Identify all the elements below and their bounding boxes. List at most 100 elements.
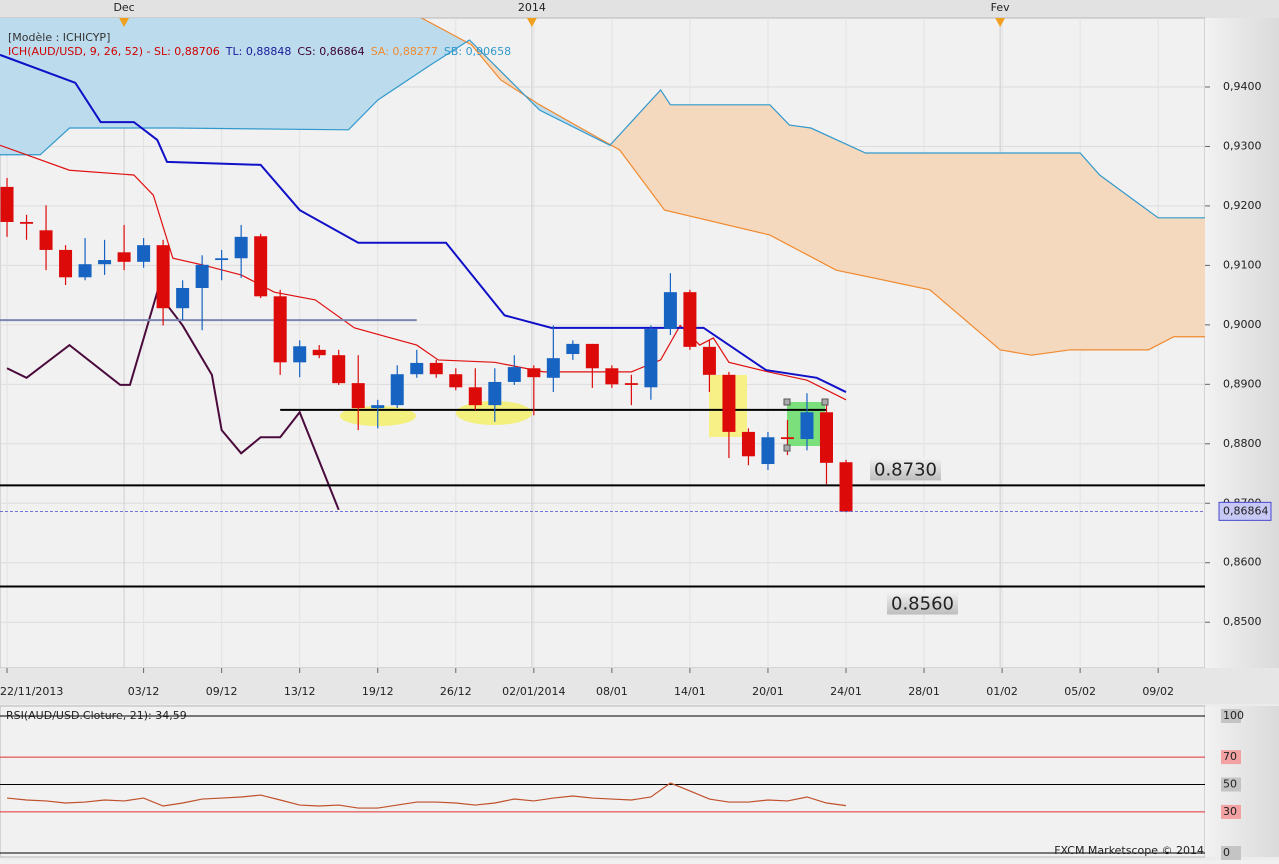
level-label: 0.8730: [874, 459, 937, 480]
top-date-label: 2014: [518, 1, 546, 14]
candle-body: [254, 236, 268, 297]
top-date-label: Dec: [113, 1, 134, 14]
candle-body: [390, 374, 404, 406]
x-tick-label: 09/02: [1142, 685, 1174, 698]
candle-body: [234, 236, 248, 259]
legend-text: [Modèle : ICHICYP]: [8, 31, 110, 44]
candle-body: [702, 346, 716, 375]
footer: FXCM Marketscope © 2014: [1054, 844, 1204, 857]
candle-body: [663, 292, 677, 330]
main-back: [0, 18, 1205, 668]
price-label: 0,86864: [1223, 504, 1269, 517]
y-tick-label: 0,9100: [1223, 258, 1262, 271]
candle-body: [137, 245, 151, 262]
handle: [783, 444, 791, 452]
rsi-tick-box: [1221, 777, 1241, 792]
candle-body: [741, 431, 755, 457]
rsi-tick-label: 30: [1223, 805, 1237, 818]
candle-body: [312, 349, 326, 356]
rsi-tick-box: [1221, 846, 1241, 861]
x-tick-label: 05/02: [1064, 685, 1096, 698]
candle-body: [117, 252, 131, 262]
rsi-axis: [1205, 706, 1279, 857]
candle-body: [215, 258, 229, 261]
x-tick-label: 22/11/2013: [0, 685, 63, 698]
x-tick-label: 28/01: [908, 685, 940, 698]
candle-body: [683, 292, 697, 347]
candle-body: [780, 437, 794, 440]
y-tick-label: 0,8600: [1223, 556, 1262, 569]
price-axis: [1205, 18, 1279, 668]
legend-text: SA: 0,88277: [371, 45, 438, 58]
handle: [821, 398, 829, 406]
candle-body: [546, 358, 560, 378]
level-label: 0.8560: [891, 594, 954, 615]
candle-body: [839, 462, 853, 512]
y-tick-label: 0,9400: [1223, 80, 1262, 93]
x-tick-label: 13/12: [284, 685, 316, 698]
candle-body: [195, 264, 209, 288]
legend-text: CS: 0,86864: [297, 45, 364, 58]
y-tick-label: 0,8900: [1223, 377, 1262, 390]
legend-line: [Modèle : ICHICYP]: [8, 31, 110, 44]
x-tick-label: 20/01: [752, 685, 784, 698]
legend-text: TL: 0,88848: [225, 45, 292, 58]
candle-body: [449, 374, 463, 388]
top-date-label: Fev: [991, 1, 1010, 14]
candle-body: [59, 249, 73, 278]
candle-body: [273, 296, 287, 363]
rsi-tick-label: 100: [1223, 709, 1244, 722]
top-date-bar: [0, 0, 1279, 18]
candle-body: [332, 355, 346, 384]
indicator-line: [0, 144, 847, 401]
legend-text: SB: 0,90658: [444, 45, 511, 58]
x-tick-label: 03/12: [128, 685, 160, 698]
rsi-line: [6, 782, 847, 809]
candle-body: [293, 346, 307, 363]
candle-body: [819, 412, 833, 463]
rsi-tick-label: 0: [1223, 846, 1230, 859]
rsi-plot: [0, 715, 1205, 854]
indicator-line: [0, 53, 847, 393]
rsi-tick-box: [1221, 709, 1241, 724]
candle-body: [488, 381, 502, 406]
y-tick-label: 0,9200: [1223, 199, 1262, 212]
candle-body: [761, 437, 775, 465]
candle-body: [585, 343, 599, 369]
candle-body: [0, 186, 14, 222]
candle-body: [410, 362, 424, 375]
handle: [783, 398, 791, 406]
top-date-marker: [526, 18, 537, 27]
indicator-line: [0, 39, 1205, 219]
x-tick-label: 02/01/2014: [502, 685, 565, 698]
candle-body: [351, 383, 365, 409]
candle-body: [644, 329, 658, 388]
rsi-area: [0, 705, 1206, 858]
level-label-box: [887, 592, 958, 615]
date-axis: [0, 668, 1279, 704]
candle-body: [566, 343, 580, 355]
x-tick-label: 14/01: [674, 685, 706, 698]
y-tick-label: 0,8800: [1223, 437, 1262, 450]
candle-body: [98, 260, 112, 265]
x-tick-label: 24/01: [830, 685, 862, 698]
candle-body: [722, 374, 736, 432]
candle-body: [20, 221, 34, 224]
rsi-tick-box: [1221, 750, 1241, 765]
candle-body: [176, 287, 190, 309]
y-tick-label: 0,8500: [1223, 615, 1262, 628]
candle-body: [78, 264, 92, 278]
y-tick-label: 0,9300: [1223, 139, 1262, 152]
candle-body: [468, 387, 482, 406]
indicator-line: [6, 289, 340, 511]
x-tick-label: 26/12: [440, 685, 472, 698]
candle-body: [527, 368, 541, 378]
top-date-marker: [995, 18, 1006, 27]
candle-body: [507, 367, 521, 382]
level-label-box: [870, 458, 941, 481]
candle-body: [39, 230, 53, 250]
legend-text: ICH(AUD/USD, 9, 26, 52) - SL: 0,88706: [8, 45, 220, 58]
rsi-tick-label: 50: [1223, 778, 1237, 791]
